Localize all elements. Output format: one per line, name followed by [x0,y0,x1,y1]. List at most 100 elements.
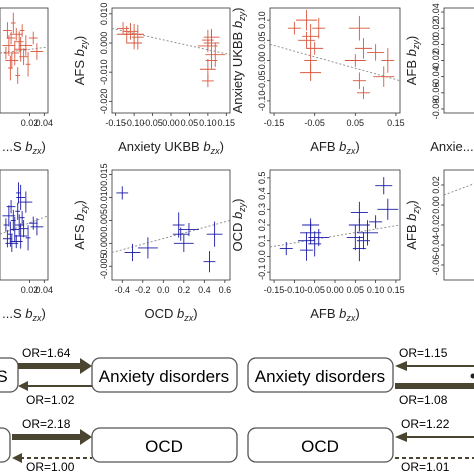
panel-p5: 0.020.04 ...S bzx) [0,169,54,323]
y-tick-label: 0.1 [257,234,267,247]
or-label-top-3: OR=2.18 [22,417,71,431]
plot-frame [443,169,474,281]
or-label-bottom-1: OR=1.02 [26,393,75,407]
reverse-arrowhead-1 [18,381,28,391]
y-tick-label: -0.1 [257,264,267,280]
x-tick-label: 0.05 [347,118,365,128]
panel-p7: -0.15 -0.10 -0.05 0.00 0.05 0.10 0.15 -0.10.0 0.… [230,169,405,323]
scatter-panels: 0.020.04...S bzx)-0.15-0.10-0.05 0.00 0.05… [0,3,474,323]
x-tick-label: 0.15 [218,118,236,128]
y-tick-label: 0.005 [99,209,109,232]
plot-frame [269,169,401,281]
x-axis-label: ...S bzx) [2,139,46,156]
y-tick-label: -0.06 [431,83,441,104]
y-tick-label: -0.020 [99,89,109,115]
box-anxiety-1-label: Anxiety disorders [99,367,229,386]
y-tick-label: 0.02 [431,176,441,194]
or-label-bottom-4: OR=1.01 [401,460,450,474]
box-left-partial-2 [0,427,11,463]
x-tick-label: 0.05 [181,118,199,128]
panel-p2: -0.15-0.10-0.05 0.00 0.05 0.10 0.15 -0.020 -0.… [72,3,235,156]
y-axis-label: AFS bzy) [72,200,89,249]
panel-p1: 0.020.04 ...S bzx) [0,7,53,156]
box-ocd-2-label: OCD [301,437,339,456]
box-ocd-1-label: OCD [145,437,183,456]
or-label-top-1: OR=1.64 [22,346,71,360]
fit-line [111,219,231,253]
x-tick-label: -0.15 [264,118,285,128]
fit-line [443,183,474,196]
x-tick-label: -0.15 [105,118,126,128]
plot-frame [0,169,49,281]
y-tick-label: -0.08 [431,99,441,120]
forward-arrowhead-3 [80,429,92,445]
y-axis-label: Anxiety UKBB bzy) [230,8,247,114]
y-tick-label: 0.00 [431,196,441,214]
y-tick-label: 0.010 [99,186,109,209]
y-tick-label: 0.010 [99,3,109,26]
x-tick-label: 0.05 [347,285,365,295]
forward-arrowhead-2 [395,361,407,371]
plot-frame [0,7,49,114]
x-axis-label: AFB bzx) [310,139,359,156]
y-tick-label: 0.04 [431,3,441,21]
x-tick-label: 0.15 [387,285,405,295]
box-right-partial-marker-1 [470,373,474,379]
y-tick-label: 0.015 [99,163,109,186]
y-tick-label: 0.10 [257,11,267,29]
x-tick-label: -0.4 [115,285,131,295]
box-left-partial-1 [0,357,19,393]
panel-p3: -0.15 -0.05 0.05 0.15-0.10-0.050.000.050.10… [230,8,405,156]
x-axis-label: ...S bzx) [2,306,46,323]
y-tick-label: 0.00 [431,36,441,54]
x-tick-label: 0.04 [36,285,54,295]
or-label-top-4: OR=1.22 [401,417,450,431]
y-tick-label: -0.05 [257,70,267,91]
y-axis-label: AFB bzy) [404,36,421,85]
x-tick-label: 0.4 [198,285,211,295]
plot-frame [443,7,474,114]
x-tick-label: -0.10 [124,118,145,128]
y-tick-label: 0.2 [257,219,267,232]
y-tick-label: 0.5 [257,172,267,185]
x-tick-label: 0.10 [199,118,217,128]
x-tick-label: -0.05 [304,118,325,128]
y-tick-label: -0.10 [257,91,267,112]
x-tick-label: 0.02 [21,285,39,295]
x-tick-label: 0.00 [162,118,180,128]
y-tick-label: 0.000 [99,32,109,55]
x-axis-label: OCD bzx) [144,306,197,323]
panel-p4: -0.08-0.06-0.04-0.020.000.020.04 Anxie...… [404,3,474,156]
y-tick-label: 0.0 [257,250,267,263]
panel-p8: -0.06-0.04-0.020.00 0.02 AFB bzy) [404,169,474,281]
y-tick-label: -0.04 [431,235,441,256]
x-tick-label: -0.10 [284,285,305,295]
box-anxiety-2 [247,357,394,393]
or-label-bottom-2: OR=1.08 [399,393,448,407]
x-tick-label: 0.6 [219,285,232,295]
y-tick-label: 0.05 [257,32,267,50]
fit-line [269,43,401,82]
x-tick-label: 0.2 [178,285,191,295]
x-tick-label: -0.05 [304,285,325,295]
box-anxiety-2-label: Anxiety disorders [255,367,385,386]
y-tick-label: -0.02 [431,50,441,71]
y-tick-label: 0.00 [257,52,267,70]
fit-line [269,224,401,248]
box-ocd-2 [247,427,394,463]
box-left-partial-1-label: S [0,367,8,386]
x-axis-label: Anxiety UKBB bzx) [118,139,224,156]
y-axis-label: AFB bzy) [404,200,421,249]
x-tick-label: -0.2 [135,285,151,295]
plot-frame [111,169,231,281]
x-tick-label: 0.0 [157,285,170,295]
box-anxiety-1 [91,357,238,393]
y-tick-label: -0.005 [99,253,109,279]
x-axis-label: AFB bzx) [310,306,359,323]
or-label-top-2: OR=1.15 [399,346,448,360]
y-tick-label: -0.010 [99,59,109,85]
y-tick-label: 0.000 [99,232,109,255]
forward-arrowhead-4 [395,432,407,442]
x-axis-label: Anxie... bzx) [430,139,474,156]
